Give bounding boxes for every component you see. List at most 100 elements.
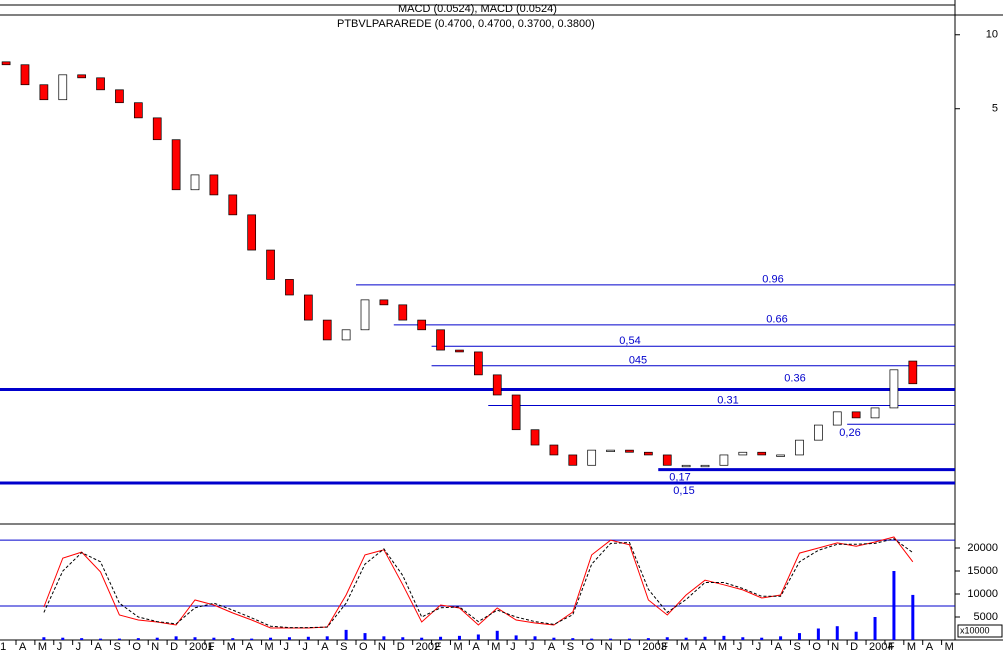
candle	[530, 429, 540, 446]
volume-bar	[401, 637, 405, 640]
x-tick-label: M	[907, 641, 916, 652]
level-label: 0,15	[673, 485, 694, 497]
volume-bar	[155, 637, 159, 640]
volume-bar	[42, 637, 46, 640]
volume-bar	[61, 637, 65, 640]
oscillator-line	[43, 538, 914, 629]
volume-bar	[193, 637, 197, 640]
candle	[20, 64, 30, 86]
candle	[719, 454, 729, 466]
volume-bar	[779, 636, 783, 640]
candle	[568, 454, 578, 466]
volume-bar	[609, 638, 613, 640]
x-tick-label: 2001	[189, 641, 213, 652]
volume-bar	[174, 636, 178, 640]
candle	[171, 139, 181, 191]
volume-bar	[533, 636, 537, 640]
oscillator-line	[43, 536, 914, 629]
candle	[606, 449, 615, 452]
volume-bar	[684, 637, 688, 640]
volume-bar	[250, 638, 254, 640]
candle	[700, 464, 710, 468]
volume-bar	[797, 633, 801, 640]
volume-bar	[117, 638, 121, 640]
x-tick-label: A	[321, 641, 329, 652]
x-tick-label: M	[38, 641, 47, 652]
x-tick-label: J	[756, 641, 762, 652]
x-tick-label: J	[302, 641, 308, 652]
level-label: 0.96	[762, 274, 783, 286]
x-tick-label: O	[132, 641, 141, 652]
x-tick-label: M	[718, 641, 727, 652]
candle	[360, 299, 370, 331]
level-label: 0,26	[839, 427, 860, 439]
candle	[398, 304, 408, 321]
level-label: 0.36	[784, 372, 805, 384]
y2-tick-label: 15000	[967, 565, 998, 577]
volume-bar	[816, 628, 820, 640]
candle	[152, 117, 162, 141]
x-tick-label: D	[850, 641, 858, 652]
x-tick-label: O	[359, 641, 368, 652]
x-tick-label: N	[378, 641, 386, 652]
volume-bar	[325, 636, 329, 640]
x-tick-label: J	[57, 641, 63, 652]
x-tick-label: M	[453, 641, 462, 652]
indicator-title: MACD (0.0524), MACD (0.0524)	[398, 3, 557, 15]
volume-bar	[590, 638, 594, 640]
x-tick-label: O	[812, 641, 821, 652]
candle	[625, 449, 634, 453]
volume-bar	[136, 638, 140, 640]
x-tick-label: N	[151, 641, 159, 652]
candle	[549, 444, 559, 456]
x-tick-label: J	[529, 641, 535, 652]
candle	[644, 451, 653, 456]
x-tick-label: J	[510, 641, 516, 652]
volume-bar	[420, 637, 424, 640]
x-tick-label: A	[775, 641, 783, 652]
x-tick-label: M	[491, 641, 500, 652]
volume-bar	[287, 637, 291, 640]
x-tick-label: S	[340, 641, 347, 652]
candle	[133, 102, 143, 119]
x-tick-label: S	[793, 641, 800, 652]
volume-bar	[741, 637, 745, 640]
x-tick-label: S	[113, 641, 120, 652]
x-tick-label: A	[548, 641, 556, 652]
volume-bar	[646, 638, 650, 640]
volume-bar	[476, 634, 480, 640]
candle	[417, 319, 427, 331]
candle	[492, 374, 502, 396]
candle	[795, 439, 804, 456]
candle	[39, 84, 49, 101]
x-tick-label: F	[208, 641, 215, 652]
candle	[341, 329, 351, 341]
x-tick-label: J	[737, 641, 743, 652]
candle	[851, 411, 861, 419]
volume-bar	[552, 637, 556, 640]
candle	[190, 174, 200, 191]
candle	[209, 174, 219, 196]
volume-bar	[344, 629, 348, 640]
volume-bar	[495, 630, 499, 640]
unit-label: x10000	[960, 625, 990, 635]
candle	[455, 349, 464, 353]
unit-box	[957, 624, 1003, 638]
volume-bar	[363, 633, 367, 640]
candle	[889, 369, 899, 409]
y-tick-label: 5	[992, 103, 998, 115]
candle	[247, 214, 257, 251]
volume-bar	[382, 636, 386, 640]
candle	[681, 464, 691, 468]
candle	[738, 451, 748, 456]
volume-bar	[99, 638, 103, 640]
candle	[1, 61, 11, 66]
volume-bar	[514, 635, 518, 640]
candle	[908, 360, 918, 385]
x-tick-label: M	[680, 641, 689, 652]
candle	[228, 194, 238, 216]
volume-bar	[269, 637, 273, 640]
volume-bar	[760, 637, 764, 640]
candle	[285, 279, 294, 296]
